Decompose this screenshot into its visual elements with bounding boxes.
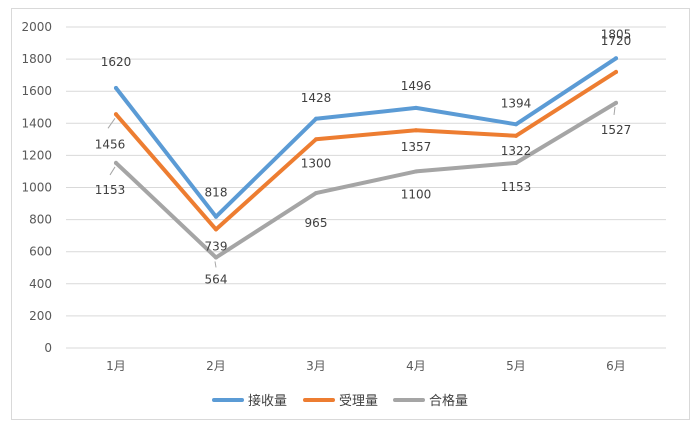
data-label: 1153: [501, 180, 532, 194]
chart-frame: [11, 8, 690, 420]
y-axis: 0 200 400 600 800 1000 1200 1400 1600 1800 2000: [21, 20, 52, 355]
data-point: [214, 214, 218, 219]
data-point: [214, 227, 218, 232]
data-point: [414, 105, 418, 110]
label-leader: [214, 261, 217, 268]
series-lines: [114, 56, 618, 260]
series-line-2: [114, 100, 618, 260]
data-label: 1428: [301, 91, 332, 105]
y-tick-label: 800: [29, 213, 52, 227]
x-tick-label: 3月: [306, 359, 326, 373]
series-line-0: [114, 56, 618, 219]
data-label: 1100: [401, 187, 432, 201]
y-tick-label: 1000: [21, 181, 52, 195]
data-point: [314, 191, 318, 196]
data-point: [514, 160, 518, 165]
data-label: 1300: [301, 156, 332, 170]
y-tick-label: 1600: [21, 84, 52, 98]
label-leader: [613, 106, 616, 115]
y-tick-label: 400: [29, 277, 52, 291]
y-tick-label: 600: [29, 245, 52, 259]
data-point: [114, 160, 118, 165]
data-point: [514, 133, 518, 138]
data-label: 1620: [101, 55, 132, 69]
data-point: [414, 169, 418, 174]
data-point: [614, 56, 618, 61]
y-tick-label: 1200: [21, 148, 52, 162]
legend-label: 接收量: [248, 393, 287, 409]
data-label: 739: [205, 239, 228, 253]
data-label: 1720: [601, 34, 632, 48]
y-tick-label: 1800: [21, 52, 52, 66]
x-tick-label: 2月: [206, 359, 226, 373]
legend-label: 受理量: [339, 394, 378, 409]
y-tick-label: 2000: [21, 20, 52, 34]
legend: 接收量 受理量 合格量: [212, 393, 468, 409]
data-point: [414, 128, 418, 133]
gridlines: [66, 26, 666, 349]
data-label: 1805: [601, 27, 632, 41]
data-label: 1496: [401, 79, 432, 93]
data-point: [314, 116, 318, 121]
x-tick-label: 4月: [406, 359, 426, 373]
data-label: 1456: [95, 137, 126, 151]
y-tick-label: 200: [29, 309, 52, 323]
data-point: [614, 69, 618, 74]
data-point: [614, 100, 618, 105]
data-label: 818: [205, 186, 228, 200]
data-label: 1357: [401, 140, 432, 154]
data-point: [114, 112, 118, 117]
data-point: [214, 255, 218, 260]
data-point: [114, 85, 118, 90]
data-label: 1153: [95, 183, 126, 197]
data-label: 965: [305, 216, 328, 230]
x-axis: 1月 2月 3月 4月 5月 6月: [106, 359, 626, 373]
series-line-1: [114, 69, 618, 232]
data-labels: 1620 818 1428 1496 1394 1805 1456 739 1300 1357 13…: [95, 27, 632, 286]
y-tick-label: 0: [44, 341, 52, 355]
data-point: [514, 122, 518, 127]
x-tick-label: 6月: [606, 359, 626, 373]
data-point: [314, 137, 318, 142]
x-tick-label: 5月: [506, 359, 526, 373]
label-leader: [109, 166, 116, 176]
data-label: 564: [205, 272, 228, 286]
label-leader: [107, 118, 116, 129]
data-label: 1527: [601, 123, 632, 137]
data-label: 1322: [501, 144, 532, 158]
x-tick-label: 1月: [106, 359, 126, 373]
legend-label: 合格量: [429, 393, 468, 409]
y-tick-label: 1400: [21, 116, 52, 130]
data-label: 1394: [501, 96, 532, 110]
